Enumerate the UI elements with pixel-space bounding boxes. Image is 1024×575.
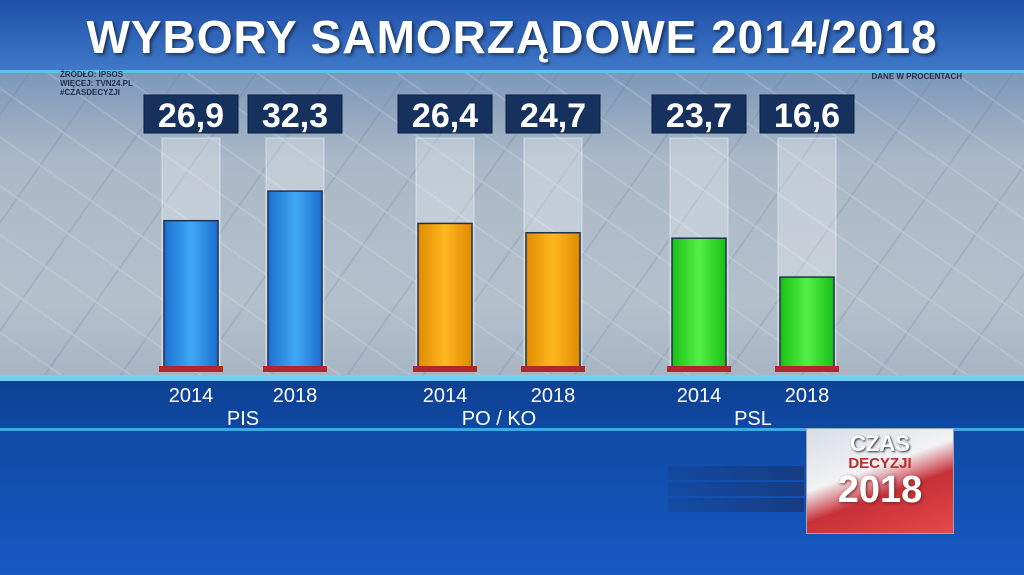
value-label-box: [397, 94, 493, 134]
credit-line: [668, 482, 804, 496]
bar: [417, 222, 473, 369]
chart-title: WYBORY SAMORZĄDOWE 2014/2018: [86, 11, 938, 63]
credits-strip: [668, 466, 804, 514]
bar-base: [263, 366, 327, 372]
source-note: ŹRÓDŁO: IPSOS WIĘCEJ: TVN24.PL #CZASDECY…: [60, 70, 133, 97]
value-label: 26,9: [158, 97, 224, 135]
bar: [267, 190, 323, 369]
bar-base: [413, 366, 477, 372]
hashtag-line: #CZASDECYZJI: [60, 88, 121, 97]
bar-base: [159, 366, 223, 372]
party-label: PO / KO: [462, 408, 536, 430]
more-info-line: WIĘCEJ: TVN24.PL: [60, 79, 133, 88]
value-label-box: [651, 94, 747, 134]
year-label: 2018: [531, 385, 576, 407]
year-label: 2018: [785, 385, 830, 407]
value-label: 26,4: [412, 97, 478, 135]
bar-base: [775, 366, 839, 372]
bar-base: [521, 366, 585, 372]
value-label: 32,3: [262, 97, 328, 135]
value-label: 16,6: [774, 97, 840, 135]
bar: [779, 276, 835, 369]
bar: [525, 231, 581, 369]
logo-text-decyzji: DECYZJI: [848, 455, 912, 472]
bar-base: [667, 366, 731, 372]
party-label: PIS: [227, 408, 259, 430]
axis-divider: [0, 428, 1024, 431]
value-label-box: [247, 94, 343, 134]
logo-text-year: 2018: [837, 469, 923, 511]
value-label: 24,7: [520, 97, 586, 135]
credit-line: [668, 466, 804, 480]
year-label: 2014: [677, 385, 722, 407]
title-band: WYBORY SAMORZĄDOWE 2014/2018: [0, 0, 1024, 73]
source-line: ŹRÓDŁO: IPSOS: [60, 70, 124, 79]
year-label: 2018: [273, 385, 318, 407]
year-label: 2014: [423, 385, 468, 407]
value-label-box: [143, 94, 239, 134]
credit-line: [668, 498, 804, 512]
axis-line: [0, 375, 1024, 381]
value-label-box: [505, 94, 601, 134]
value-label-box: [759, 94, 855, 134]
party-label: PSL: [734, 408, 772, 430]
logo-text-czas: CZAS: [850, 431, 910, 456]
bar: [671, 237, 727, 369]
year-label: 2014: [169, 385, 214, 407]
bar: [163, 219, 219, 369]
czas-decyzji-logo: CZAS DECYZJI 2018: [806, 428, 954, 534]
value-label: 23,7: [666, 97, 732, 135]
unit-note: DANE W PROCENTACH: [871, 72, 962, 81]
